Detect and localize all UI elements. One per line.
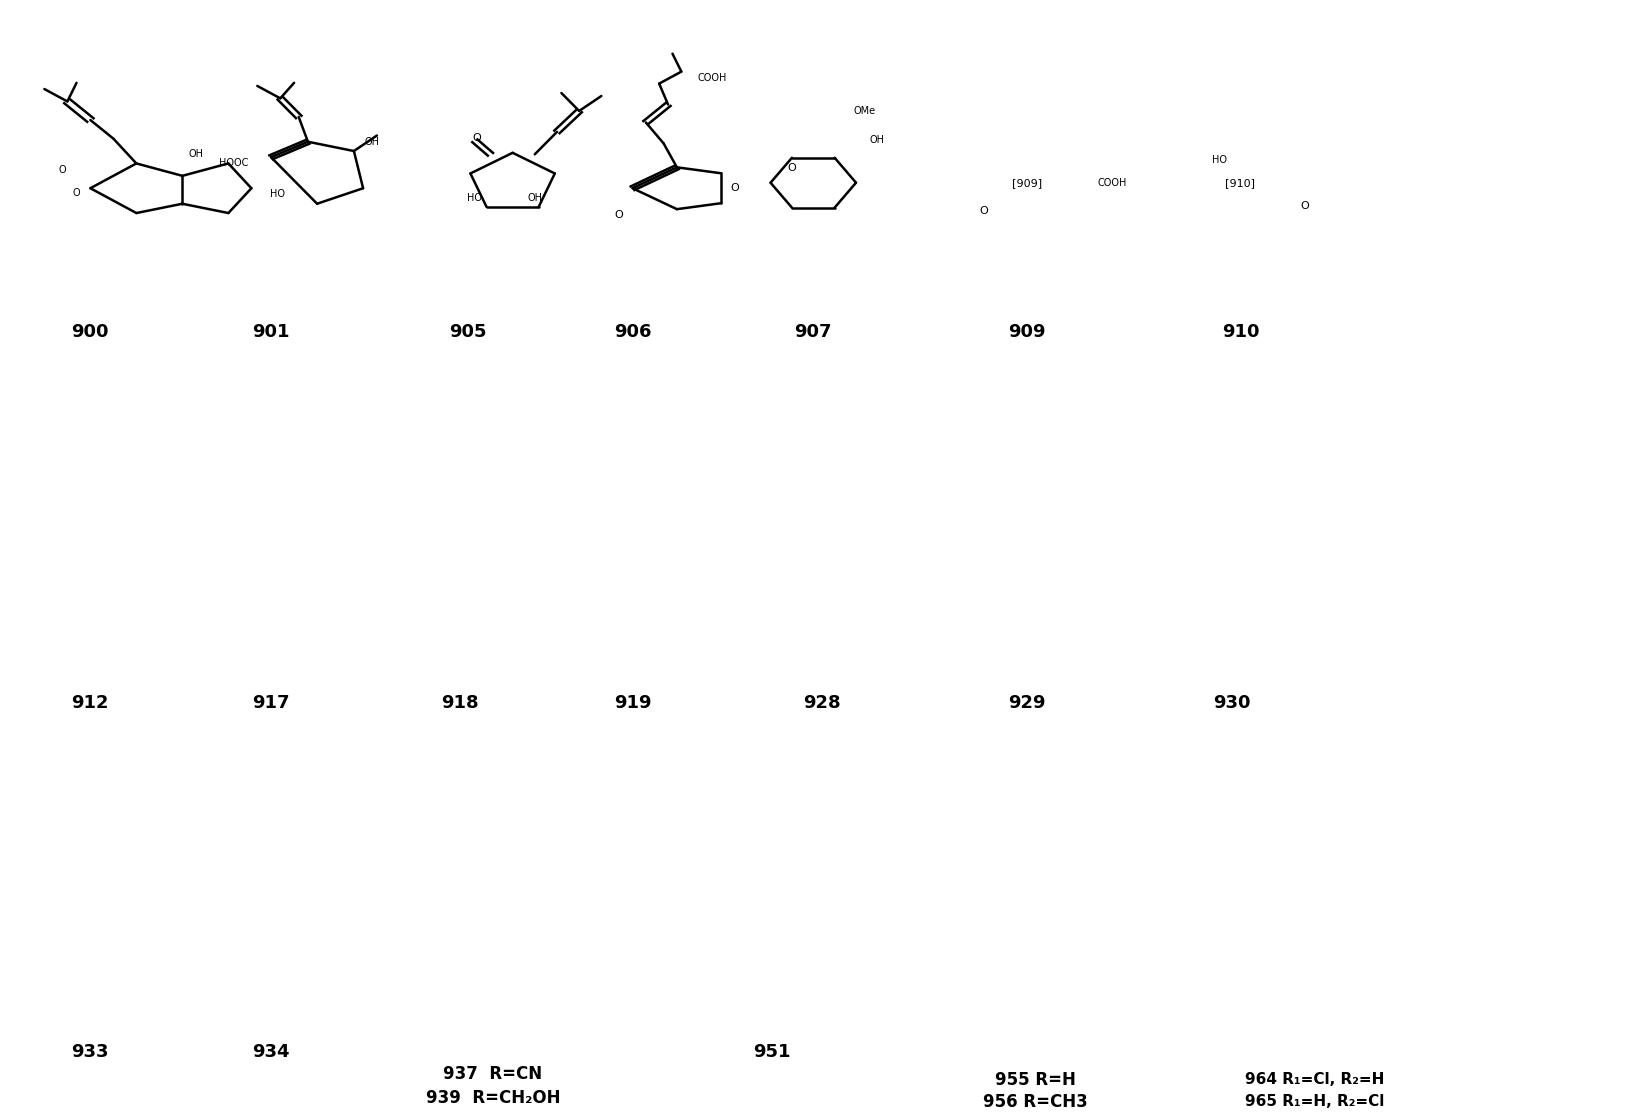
Text: O: O: [1300, 201, 1309, 211]
Text: COOH: COOH: [698, 72, 728, 82]
Text: 907: 907: [795, 324, 831, 341]
Text: HO: HO: [1211, 155, 1227, 165]
Text: [909]: [909]: [1012, 178, 1042, 188]
Text: 929: 929: [1009, 694, 1045, 712]
Text: 934: 934: [253, 1043, 289, 1061]
Text: 928: 928: [803, 694, 840, 712]
Text: 906: 906: [614, 324, 651, 341]
Text: 909: 909: [1009, 324, 1045, 341]
Text: 919: 919: [614, 694, 651, 712]
Text: 900: 900: [72, 324, 108, 341]
Text: 955 R=H: 955 R=H: [994, 1071, 1076, 1089]
Text: 964 R₁=Cl, R₂=H: 964 R₁=Cl, R₂=H: [1245, 1072, 1383, 1088]
Text: 917: 917: [253, 694, 289, 712]
Text: 956 R=CH3: 956 R=CH3: [983, 1093, 1088, 1111]
Text: O: O: [473, 132, 481, 142]
Text: OH: OH: [527, 192, 542, 202]
Text: 930: 930: [1214, 694, 1250, 712]
Text: O: O: [979, 207, 989, 217]
Text: OMe: OMe: [853, 106, 876, 116]
Text: 918: 918: [442, 694, 478, 712]
Text: 910: 910: [1222, 324, 1259, 341]
Text: HO: HO: [269, 189, 284, 199]
Text: O: O: [787, 163, 797, 173]
Text: 939  R=CH₂OH: 939 R=CH₂OH: [426, 1090, 560, 1108]
Text: 937  R=CN: 937 R=CN: [444, 1065, 542, 1083]
Text: 951: 951: [754, 1043, 790, 1061]
Text: 912: 912: [72, 694, 108, 712]
Text: OH: OH: [365, 137, 380, 147]
Text: 901: 901: [253, 324, 289, 341]
Text: [910]: [910]: [1226, 178, 1255, 188]
Text: O: O: [729, 183, 739, 193]
Text: COOH: COOH: [1098, 178, 1127, 188]
Text: 905: 905: [450, 324, 486, 341]
Text: HO: HO: [467, 192, 481, 202]
Text: OH: OH: [189, 149, 204, 159]
Text: HOOC: HOOC: [219, 158, 248, 168]
Text: OH: OH: [869, 135, 886, 145]
Text: O: O: [72, 188, 81, 198]
Text: 933: 933: [72, 1043, 108, 1061]
Text: 965 R₁=H, R₂=Cl: 965 R₁=H, R₂=Cl: [1245, 1094, 1383, 1110]
Text: O: O: [59, 165, 67, 175]
Text: O: O: [614, 210, 624, 220]
